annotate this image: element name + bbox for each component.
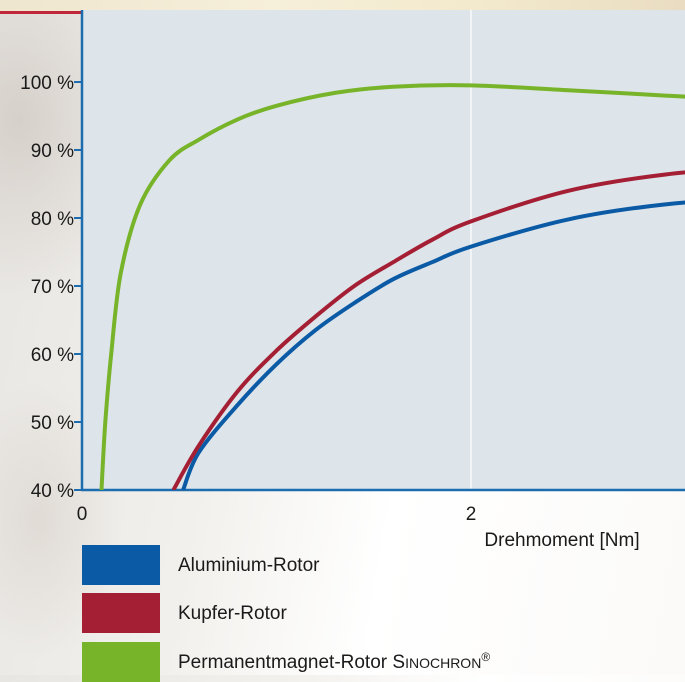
- legend-item-permanentmagnet: Permanentmagnet-Rotor SINOCHRON®: [82, 642, 682, 682]
- x-tick-label-0: 0: [77, 504, 88, 525]
- registered-mark: ®: [481, 650, 490, 664]
- legend-item-kupfer: Kupfer-Rotor: [82, 593, 682, 633]
- legend-swatch-aluminium: [82, 545, 160, 585]
- plot-area: [82, 10, 685, 490]
- legend-label-aluminium: Aluminium-Rotor: [178, 555, 319, 577]
- y-tick-label-70: 70 %: [31, 277, 74, 298]
- legend-label-brand-rest: INOCHRON: [405, 655, 481, 671]
- legend-swatch-kupfer: [82, 593, 160, 633]
- y-tick-label-60: 60 %: [31, 345, 74, 366]
- legend-label-brand-initial: S: [392, 652, 405, 673]
- y-tick-label-90: 90 %: [31, 141, 74, 162]
- y-tick-labels: 40 % 50 % 60 % 70 % 80 % 90 % 100 %: [20, 73, 74, 502]
- efficiency-chart: 40 %50 %60 %70 %80 %90 %100 % 0246 Drehm…: [0, 0, 685, 552]
- x-tick-labels: 0246: [77, 504, 685, 525]
- y-tick-label-40: 40 %: [31, 481, 74, 502]
- y-tick-label-50: 50 %: [31, 413, 74, 434]
- legend-label-permanentmagnet-prefix: Permanentmagnet-Rotor: [178, 652, 392, 673]
- x-tick-label-2: 2: [466, 504, 477, 525]
- legend-label-permanentmagnet: Permanentmagnet-Rotor SINOCHRON®: [178, 652, 490, 674]
- y-tick-label-80: 80 %: [31, 209, 74, 230]
- legend-swatch-permanentmagnet: [82, 642, 160, 682]
- y-tick-label-100: 100 %: [20, 73, 74, 94]
- legend-label-kupfer: Kupfer-Rotor: [178, 603, 287, 625]
- legend-item-aluminium: Aluminium-Rotor: [82, 545, 682, 585]
